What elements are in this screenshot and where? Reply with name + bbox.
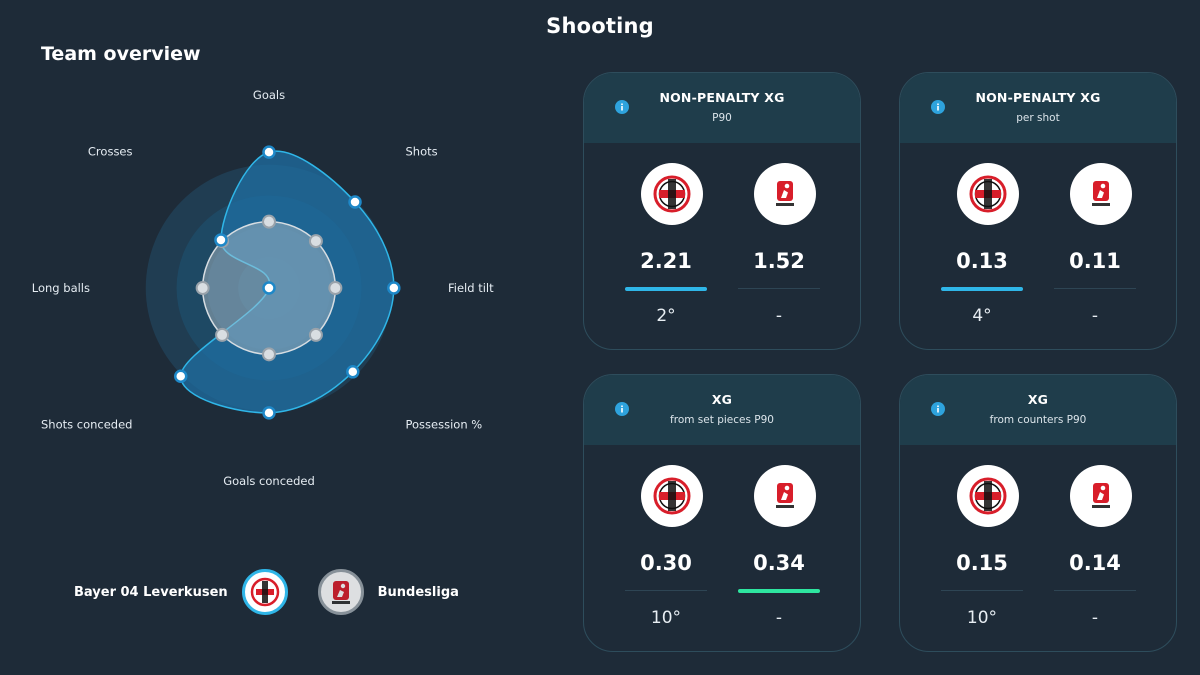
league-value: 0.11 <box>1069 249 1121 273</box>
legend: Bayer 04 Leverkusen Bundesliga <box>74 568 459 616</box>
info-icon[interactable] <box>615 402 629 416</box>
section-title: Team overview <box>41 43 201 65</box>
bayer-leverkusen-logo-icon <box>641 163 703 225</box>
page-title: Shooting <box>546 14 654 38</box>
bundesliga-logo-icon <box>1070 163 1132 225</box>
team-bar <box>625 287 707 291</box>
team-column: 2.21 2° <box>621 143 711 349</box>
radar-point-league <box>215 327 230 342</box>
stat-card: NON-PENALTY XG P90 2.21 2° 1.52 - <box>583 72 861 350</box>
team-rank: 10° <box>966 608 998 628</box>
card-header: NON-PENALTY XG per shot <box>900 73 1176 143</box>
bayer-leverkusen-logo-icon <box>957 163 1019 225</box>
team-value: 2.21 <box>640 249 692 273</box>
card-subtitle: from set pieces P90 <box>670 414 774 426</box>
stat-card: XG from counters P90 0.15 10° 0.14 - <box>899 374 1177 652</box>
team-value: 0.15 <box>956 551 1008 575</box>
league-bar <box>738 589 820 593</box>
card-title: NON-PENALTY XG <box>975 90 1101 105</box>
team-bar-track <box>941 590 1023 591</box>
radar-point-team <box>348 195 362 209</box>
team-column: 0.30 10° <box>621 445 711 651</box>
bundesliga-logo-icon[interactable] <box>317 569 364 615</box>
bundesliga-logo-icon <box>754 163 816 225</box>
info-icon[interactable] <box>615 100 629 114</box>
league-value: 1.52 <box>753 249 805 273</box>
league-column: 0.34 - <box>734 445 824 651</box>
radar-point-team <box>262 281 276 295</box>
league-rank: - <box>1091 608 1099 628</box>
league-column: 0.11 - <box>1050 143 1140 349</box>
team-value: 0.30 <box>640 551 692 575</box>
radar-chart: Goals Shots Field tilt Possession % Goals co… <box>32 88 494 488</box>
team-bar-track <box>625 590 707 591</box>
league-rank: - <box>775 608 783 628</box>
radar-point-team <box>262 145 276 159</box>
card-subtitle: P90 <box>712 112 732 124</box>
card-header: XG from counters P90 <box>900 375 1176 445</box>
radar-point-team <box>262 406 276 420</box>
radar-point-league <box>262 214 276 229</box>
team-rank: 2° <box>656 306 676 326</box>
league-bar-track <box>1054 288 1136 289</box>
league-column: 1.52 - <box>734 143 824 349</box>
league-value: 0.14 <box>1069 551 1121 575</box>
radar-point-league <box>262 347 276 362</box>
card-title: NON-PENALTY XG <box>659 90 785 105</box>
radar-axis-label: Shots <box>406 145 438 159</box>
card-subtitle: from counters P90 <box>989 414 1087 426</box>
league-value: 0.34 <box>753 551 805 575</box>
team-bar <box>941 287 1023 291</box>
legend-team-name: Bayer 04 Leverkusen <box>74 584 228 600</box>
card-title: XG <box>711 392 733 407</box>
stat-card: NON-PENALTY XG per shot 0.13 4° 0.11 - <box>899 72 1177 350</box>
team-column: 0.13 4° <box>937 143 1027 349</box>
team-rank: 4° <box>972 306 992 326</box>
radar-point-team <box>214 233 228 247</box>
radar-axis-label: Long balls <box>32 281 90 295</box>
stat-card: XG from set pieces P90 0.30 10° 0.34 - <box>583 374 861 652</box>
league-bar-track <box>738 288 820 289</box>
radar-point-team <box>387 281 401 295</box>
radar-axis-label: Field tilt <box>448 281 494 295</box>
radar-axis-label: Goals <box>253 88 285 102</box>
radar-axis-label: Possession % <box>406 418 483 432</box>
radar-series-team <box>179 150 395 414</box>
card-title: XG <box>1027 392 1049 407</box>
team-rank: 10° <box>650 608 682 628</box>
radar-axis-label: Crosses <box>88 145 133 159</box>
info-icon[interactable] <box>931 100 945 114</box>
league-rank: - <box>1091 306 1099 326</box>
legend-league-name: Bundesliga <box>377 584 459 600</box>
team-value: 0.13 <box>956 249 1008 273</box>
radar-point-league <box>308 327 323 342</box>
radar-point-team <box>346 365 360 379</box>
card-subtitle: per shot <box>1016 112 1060 124</box>
league-column: 0.14 - <box>1050 445 1140 651</box>
bayer-leverkusen-logo-icon <box>957 465 1019 527</box>
radar-point-league <box>308 234 323 249</box>
league-rank: - <box>775 306 783 326</box>
league-bar-track <box>1054 590 1136 591</box>
radar-axis-label: Shots conceded <box>41 418 133 432</box>
radar-point-team <box>173 369 188 384</box>
team-column: 0.15 10° <box>937 445 1027 651</box>
bayer-leverkusen-logo-icon[interactable] <box>241 569 288 615</box>
radar-point-league <box>328 281 343 295</box>
card-header: NON-PENALTY XG P90 <box>584 73 860 143</box>
bayer-leverkusen-logo-icon <box>641 465 703 527</box>
info-icon[interactable] <box>931 402 945 416</box>
radar-point-league <box>195 281 210 295</box>
radar-axis-label: Goals conceded <box>223 474 315 488</box>
card-header: XG from set pieces P90 <box>584 375 860 445</box>
bundesliga-logo-icon <box>1070 465 1132 527</box>
bundesliga-logo-icon <box>754 465 816 527</box>
